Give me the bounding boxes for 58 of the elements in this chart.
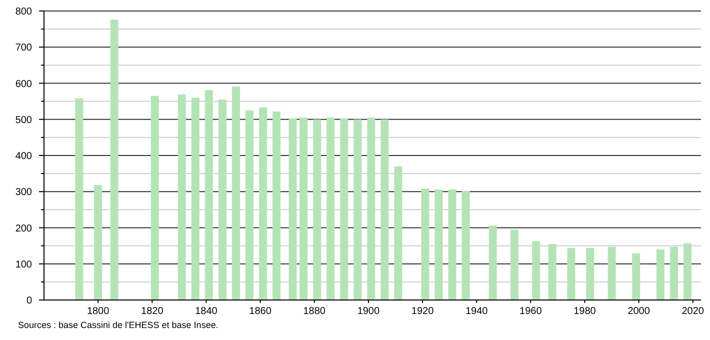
- bar: [462, 190, 470, 300]
- bar: [548, 244, 556, 300]
- bar: [313, 119, 322, 300]
- bar: [567, 248, 576, 300]
- bar: [510, 230, 518, 300]
- y-tick-label: 700: [15, 42, 32, 54]
- bar: [380, 119, 389, 300]
- y-tick-label: 600: [15, 78, 32, 90]
- bar: [75, 98, 84, 300]
- y-tick-label: 300: [15, 187, 32, 198]
- bar: [232, 86, 240, 300]
- bar: [110, 20, 118, 300]
- bar: [367, 118, 376, 300]
- x-tick-label: 1840: [195, 306, 218, 317]
- x-tick-label: 1960: [520, 306, 542, 317]
- bar: [656, 249, 664, 300]
- bar: [340, 118, 348, 300]
- bar: [670, 246, 678, 300]
- bar: [532, 241, 540, 300]
- bar: [683, 243, 692, 300]
- y-tick-label: 200: [15, 223, 32, 234]
- bar: [150, 96, 159, 300]
- bar: [632, 253, 640, 300]
- bar: [288, 118, 297, 300]
- bar: [272, 111, 281, 300]
- y-tick-label: 800: [15, 6, 32, 18]
- bar: [245, 110, 254, 300]
- x-tick-label: 1980: [574, 306, 596, 317]
- bar: [300, 118, 308, 300]
- bar: [218, 100, 226, 300]
- x-tick-label: 1820: [141, 306, 164, 317]
- bar: [421, 188, 430, 300]
- x-tick-label: 2020: [682, 306, 704, 317]
- x-tick-label: 2000: [628, 306, 650, 317]
- bar: [204, 90, 213, 300]
- x-tick-label: 1880: [303, 306, 326, 317]
- source-note: Sources : base Cassini de l'EHESS et base Insee.: [18, 320, 218, 330]
- x-tick-label: 1860: [249, 306, 272, 317]
- bar: [434, 189, 443, 300]
- bar: [586, 248, 594, 300]
- y-tick-label: 0: [26, 296, 32, 306]
- y-tick-label: 400: [15, 151, 32, 162]
- bar: [259, 107, 267, 300]
- bar: [326, 118, 335, 300]
- bar: [394, 166, 402, 300]
- bar: [354, 119, 362, 300]
- x-tick-label: 1940: [465, 306, 488, 317]
- y-tick-label: 500: [15, 114, 32, 126]
- bar: [448, 189, 456, 300]
- bar: [191, 98, 200, 300]
- x-tick-label: 1900: [357, 306, 380, 317]
- bar: [178, 94, 186, 300]
- x-tick-label: 1800: [86, 306, 110, 317]
- bar: [608, 246, 616, 300]
- x-tick-label: 1920: [411, 306, 434, 317]
- bar: [488, 226, 497, 300]
- y-tick-label: 100: [15, 259, 32, 270]
- bar: [94, 185, 102, 300]
